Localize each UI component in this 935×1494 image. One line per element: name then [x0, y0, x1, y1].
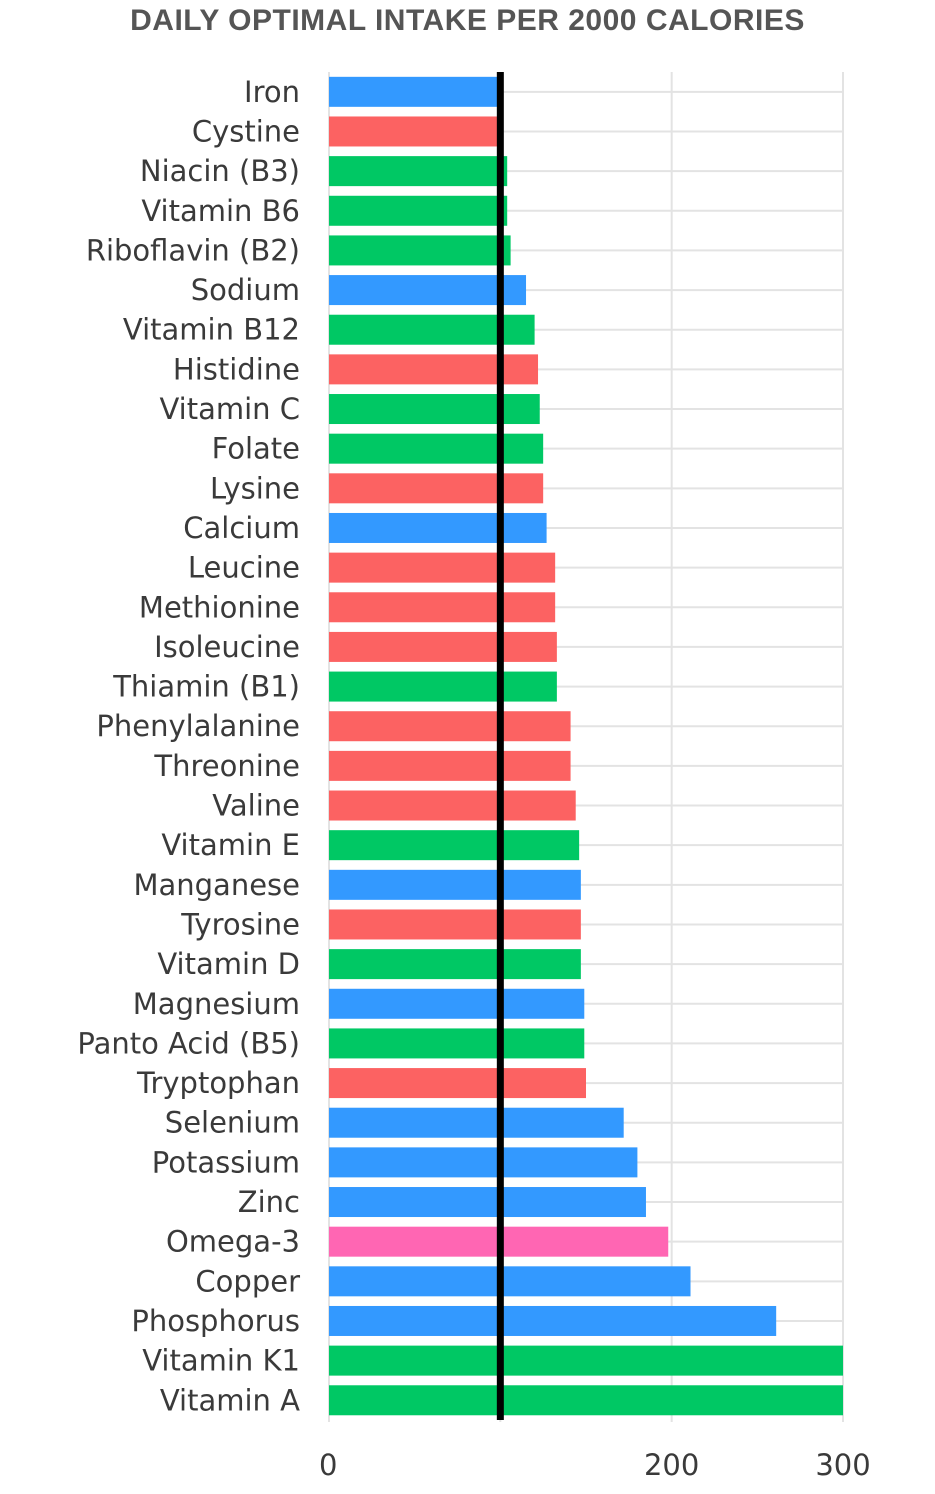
x-axis-ticks: 0 200 300 [319, 1448, 871, 1482]
category-label: Potassium [152, 1145, 300, 1179]
bar [329, 195, 508, 226]
category-label: Phenylalanine [96, 709, 300, 743]
category-label: Phosphorus [131, 1304, 300, 1338]
bar [329, 592, 556, 623]
x-tick-label: 300 [815, 1448, 870, 1482]
grid-layer [328, 72, 844, 1422]
x-tick-label: 0 [319, 1448, 337, 1482]
category-label: Zinc [238, 1185, 300, 1219]
bar [329, 869, 581, 900]
bar [329, 949, 581, 980]
bar [329, 988, 585, 1019]
chart-title: DAILY OPTIMAL INTAKE PER 2000 CALORIES [130, 4, 805, 37]
bar [329, 909, 581, 940]
bar [329, 790, 576, 821]
bar [329, 1028, 585, 1059]
bar [329, 830, 580, 861]
category-label: Omega-3 [166, 1225, 300, 1259]
category-label: Folate [212, 432, 300, 466]
bar [329, 552, 556, 583]
category-label: Selenium [165, 1106, 300, 1140]
bar [329, 1147, 638, 1178]
bar [329, 671, 557, 702]
category-label: Sodium [191, 273, 300, 307]
bar [329, 750, 571, 781]
category-label: Riboflavin (B2) [86, 233, 300, 267]
category-label: Calcium [183, 511, 300, 545]
bar [329, 354, 539, 385]
category-label: Leucine [188, 551, 300, 585]
category-label: Niacin (B3) [140, 154, 300, 188]
bar [329, 1107, 624, 1138]
bar [329, 1068, 586, 1099]
x-tick-label: 200 [644, 1448, 699, 1482]
bar [329, 76, 499, 107]
category-label: Valine [212, 789, 300, 823]
category-label: Panto Acid (B5) [77, 1026, 300, 1060]
bar [329, 433, 544, 464]
bar [329, 711, 571, 742]
bar [329, 1266, 691, 1297]
bar [329, 473, 544, 504]
category-label: Vitamin B6 [141, 194, 300, 228]
bar [329, 235, 511, 266]
category-label: Threonine [153, 749, 300, 783]
bar [329, 156, 508, 187]
category-label: Manganese [133, 868, 300, 902]
category-label: Vitamin K1 [142, 1344, 300, 1378]
bar [329, 1305, 777, 1336]
category-label: Copper [195, 1264, 300, 1298]
bar [329, 1345, 843, 1376]
category-label: Cystine [192, 114, 300, 148]
category-label: Tyrosine [180, 907, 300, 941]
category-label: Vitamin C [159, 392, 300, 426]
category-label: Magnesium [133, 987, 300, 1021]
category-label: Lysine [210, 471, 300, 505]
category-label: Vitamin A [160, 1383, 300, 1417]
bars-layer [329, 76, 843, 1416]
category-label: Thiamin (B1) [112, 670, 300, 704]
bar [329, 1187, 646, 1218]
bar [329, 631, 557, 662]
category-label: Tryptophan [136, 1066, 300, 1100]
bar [329, 275, 527, 306]
category-label: Vitamin D [157, 947, 300, 981]
category-label: Iron [244, 75, 300, 109]
category-label: Isoleucine [154, 630, 300, 664]
bar [329, 512, 547, 543]
category-label: Vitamin E [161, 828, 300, 862]
category-label: Methionine [139, 590, 300, 624]
bar [329, 1385, 843, 1416]
category-labels: Iron Cystine Niacin (B3) Vitamin B6 Riboflav… [77, 75, 300, 1417]
category-label: Vitamin B12 [123, 313, 300, 347]
bar [329, 116, 503, 147]
bar [329, 394, 540, 425]
category-label: Histidine [173, 352, 300, 386]
